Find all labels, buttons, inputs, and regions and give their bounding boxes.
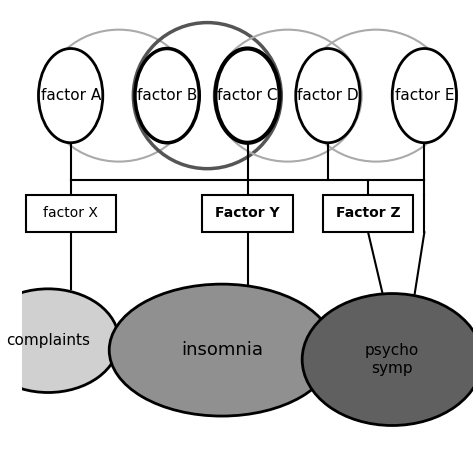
Circle shape xyxy=(392,48,456,143)
Circle shape xyxy=(135,48,199,143)
Ellipse shape xyxy=(302,293,474,426)
Text: factor C: factor C xyxy=(217,88,278,103)
Text: factor D: factor D xyxy=(297,88,359,103)
Text: insomnia: insomnia xyxy=(181,341,263,359)
FancyBboxPatch shape xyxy=(26,195,116,232)
Circle shape xyxy=(296,48,360,143)
Ellipse shape xyxy=(109,284,334,416)
Text: Factor Z: Factor Z xyxy=(336,207,401,220)
FancyBboxPatch shape xyxy=(323,195,413,232)
Text: Factor Y: Factor Y xyxy=(215,207,280,220)
Text: factor X: factor X xyxy=(43,207,98,220)
Text: factor E: factor E xyxy=(395,88,454,103)
Text: factor B: factor B xyxy=(137,88,197,103)
FancyBboxPatch shape xyxy=(202,195,292,232)
Text: psycho
symp: psycho symp xyxy=(365,343,419,376)
Circle shape xyxy=(215,48,280,143)
Circle shape xyxy=(38,48,103,143)
Ellipse shape xyxy=(0,289,119,392)
Text: factor A: factor A xyxy=(40,88,101,103)
Text: complaints: complaints xyxy=(6,333,90,348)
